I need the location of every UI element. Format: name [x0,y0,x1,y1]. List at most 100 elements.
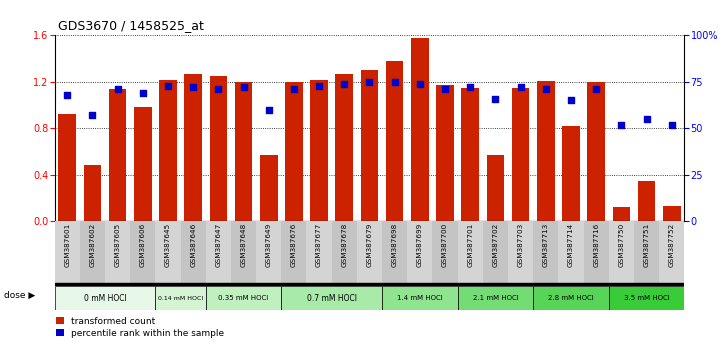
Point [162,83,174,88]
Bar [58,114,76,221]
Bar [386,61,403,221]
Point [187,85,199,90]
Bar [360,70,379,221]
Point [641,116,652,122]
Point [489,96,501,101]
Point [87,113,98,118]
Text: 3.5 mM HOCl: 3.5 mM HOCl [624,295,670,301]
Bar [332,221,357,283]
Legend: transformed count, percentile rank within the sample: transformed count, percentile rank withi… [55,316,225,338]
Text: GSM387698: GSM387698 [392,223,397,267]
Bar [155,221,181,283]
Text: GSM387676: GSM387676 [291,223,297,267]
Text: GSM387602: GSM387602 [90,223,95,267]
Point [313,83,325,88]
Text: 2.1 mM HOCl: 2.1 mM HOCl [472,295,518,301]
Text: dose ▶: dose ▶ [4,291,35,300]
Bar [587,82,605,221]
Bar [411,38,429,221]
Text: GSM387702: GSM387702 [492,223,499,267]
Text: GSM387679: GSM387679 [366,223,373,267]
Point [414,81,426,87]
Text: 0 mM HOCl: 0 mM HOCl [84,293,127,303]
Bar [55,286,155,310]
Point [389,79,400,85]
Text: GSM387648: GSM387648 [240,223,247,267]
Text: GSM387677: GSM387677 [316,223,322,267]
Bar [357,221,382,283]
Bar [537,81,555,221]
Bar [432,221,458,283]
Point [439,86,451,92]
Point [137,90,149,96]
Text: GSM387645: GSM387645 [165,223,171,267]
Bar [285,82,303,221]
Point [263,107,274,113]
Point [616,122,628,127]
Text: GSM387605: GSM387605 [114,223,121,267]
Text: GSM387699: GSM387699 [417,223,423,267]
Bar [281,286,382,310]
Bar [281,221,306,283]
Text: GSM387700: GSM387700 [442,223,448,267]
Bar [512,88,529,221]
Text: GSM387701: GSM387701 [467,223,473,267]
Bar [184,74,202,221]
Text: GSM387716: GSM387716 [593,223,599,267]
Text: GSM387678: GSM387678 [341,223,347,267]
Bar [256,221,281,283]
Text: 0.35 mM HOCl: 0.35 mM HOCl [218,295,269,301]
Text: GSM387649: GSM387649 [266,223,272,267]
Bar [562,126,579,221]
Point [464,85,476,90]
Bar [260,155,277,221]
Bar [55,221,80,283]
Point [540,86,552,92]
Bar [436,85,454,221]
Bar [206,221,231,283]
Bar [310,80,328,221]
Text: GSM387606: GSM387606 [140,223,146,267]
Text: GSM387647: GSM387647 [215,223,221,267]
Bar [533,286,609,310]
Bar [155,286,206,310]
Bar [483,221,508,283]
Bar [638,181,655,221]
Bar [55,283,684,286]
Bar [80,221,105,283]
Bar [458,286,533,310]
Point [590,86,602,92]
Point [112,86,124,92]
Text: GSM387751: GSM387751 [644,223,649,267]
Point [515,85,526,90]
Bar [458,221,483,283]
Bar [382,221,407,283]
Bar [634,221,659,283]
Bar [508,221,533,283]
Text: GSM387703: GSM387703 [518,223,523,267]
Bar [206,286,281,310]
Text: 2.8 mM HOCl: 2.8 mM HOCl [548,295,594,301]
Text: GSM387714: GSM387714 [568,223,574,267]
Point [565,98,577,103]
Bar [612,207,630,221]
Bar [609,221,634,283]
Bar [181,221,206,283]
Bar [134,107,151,221]
Text: 1.4 mM HOCl: 1.4 mM HOCl [397,295,443,301]
Bar [159,80,177,221]
Point [666,122,678,127]
Point [237,85,249,90]
Bar [382,286,458,310]
Bar [407,221,432,283]
Bar [663,206,681,221]
Bar [84,166,101,221]
Bar [234,82,253,221]
Text: GSM387750: GSM387750 [618,223,625,267]
Bar [533,221,558,283]
Text: GSM387713: GSM387713 [543,223,549,267]
Bar [584,221,609,283]
Text: GSM387752: GSM387752 [669,223,675,267]
Text: 0.7 mM HOCl: 0.7 mM HOCl [306,293,357,303]
Point [288,86,300,92]
